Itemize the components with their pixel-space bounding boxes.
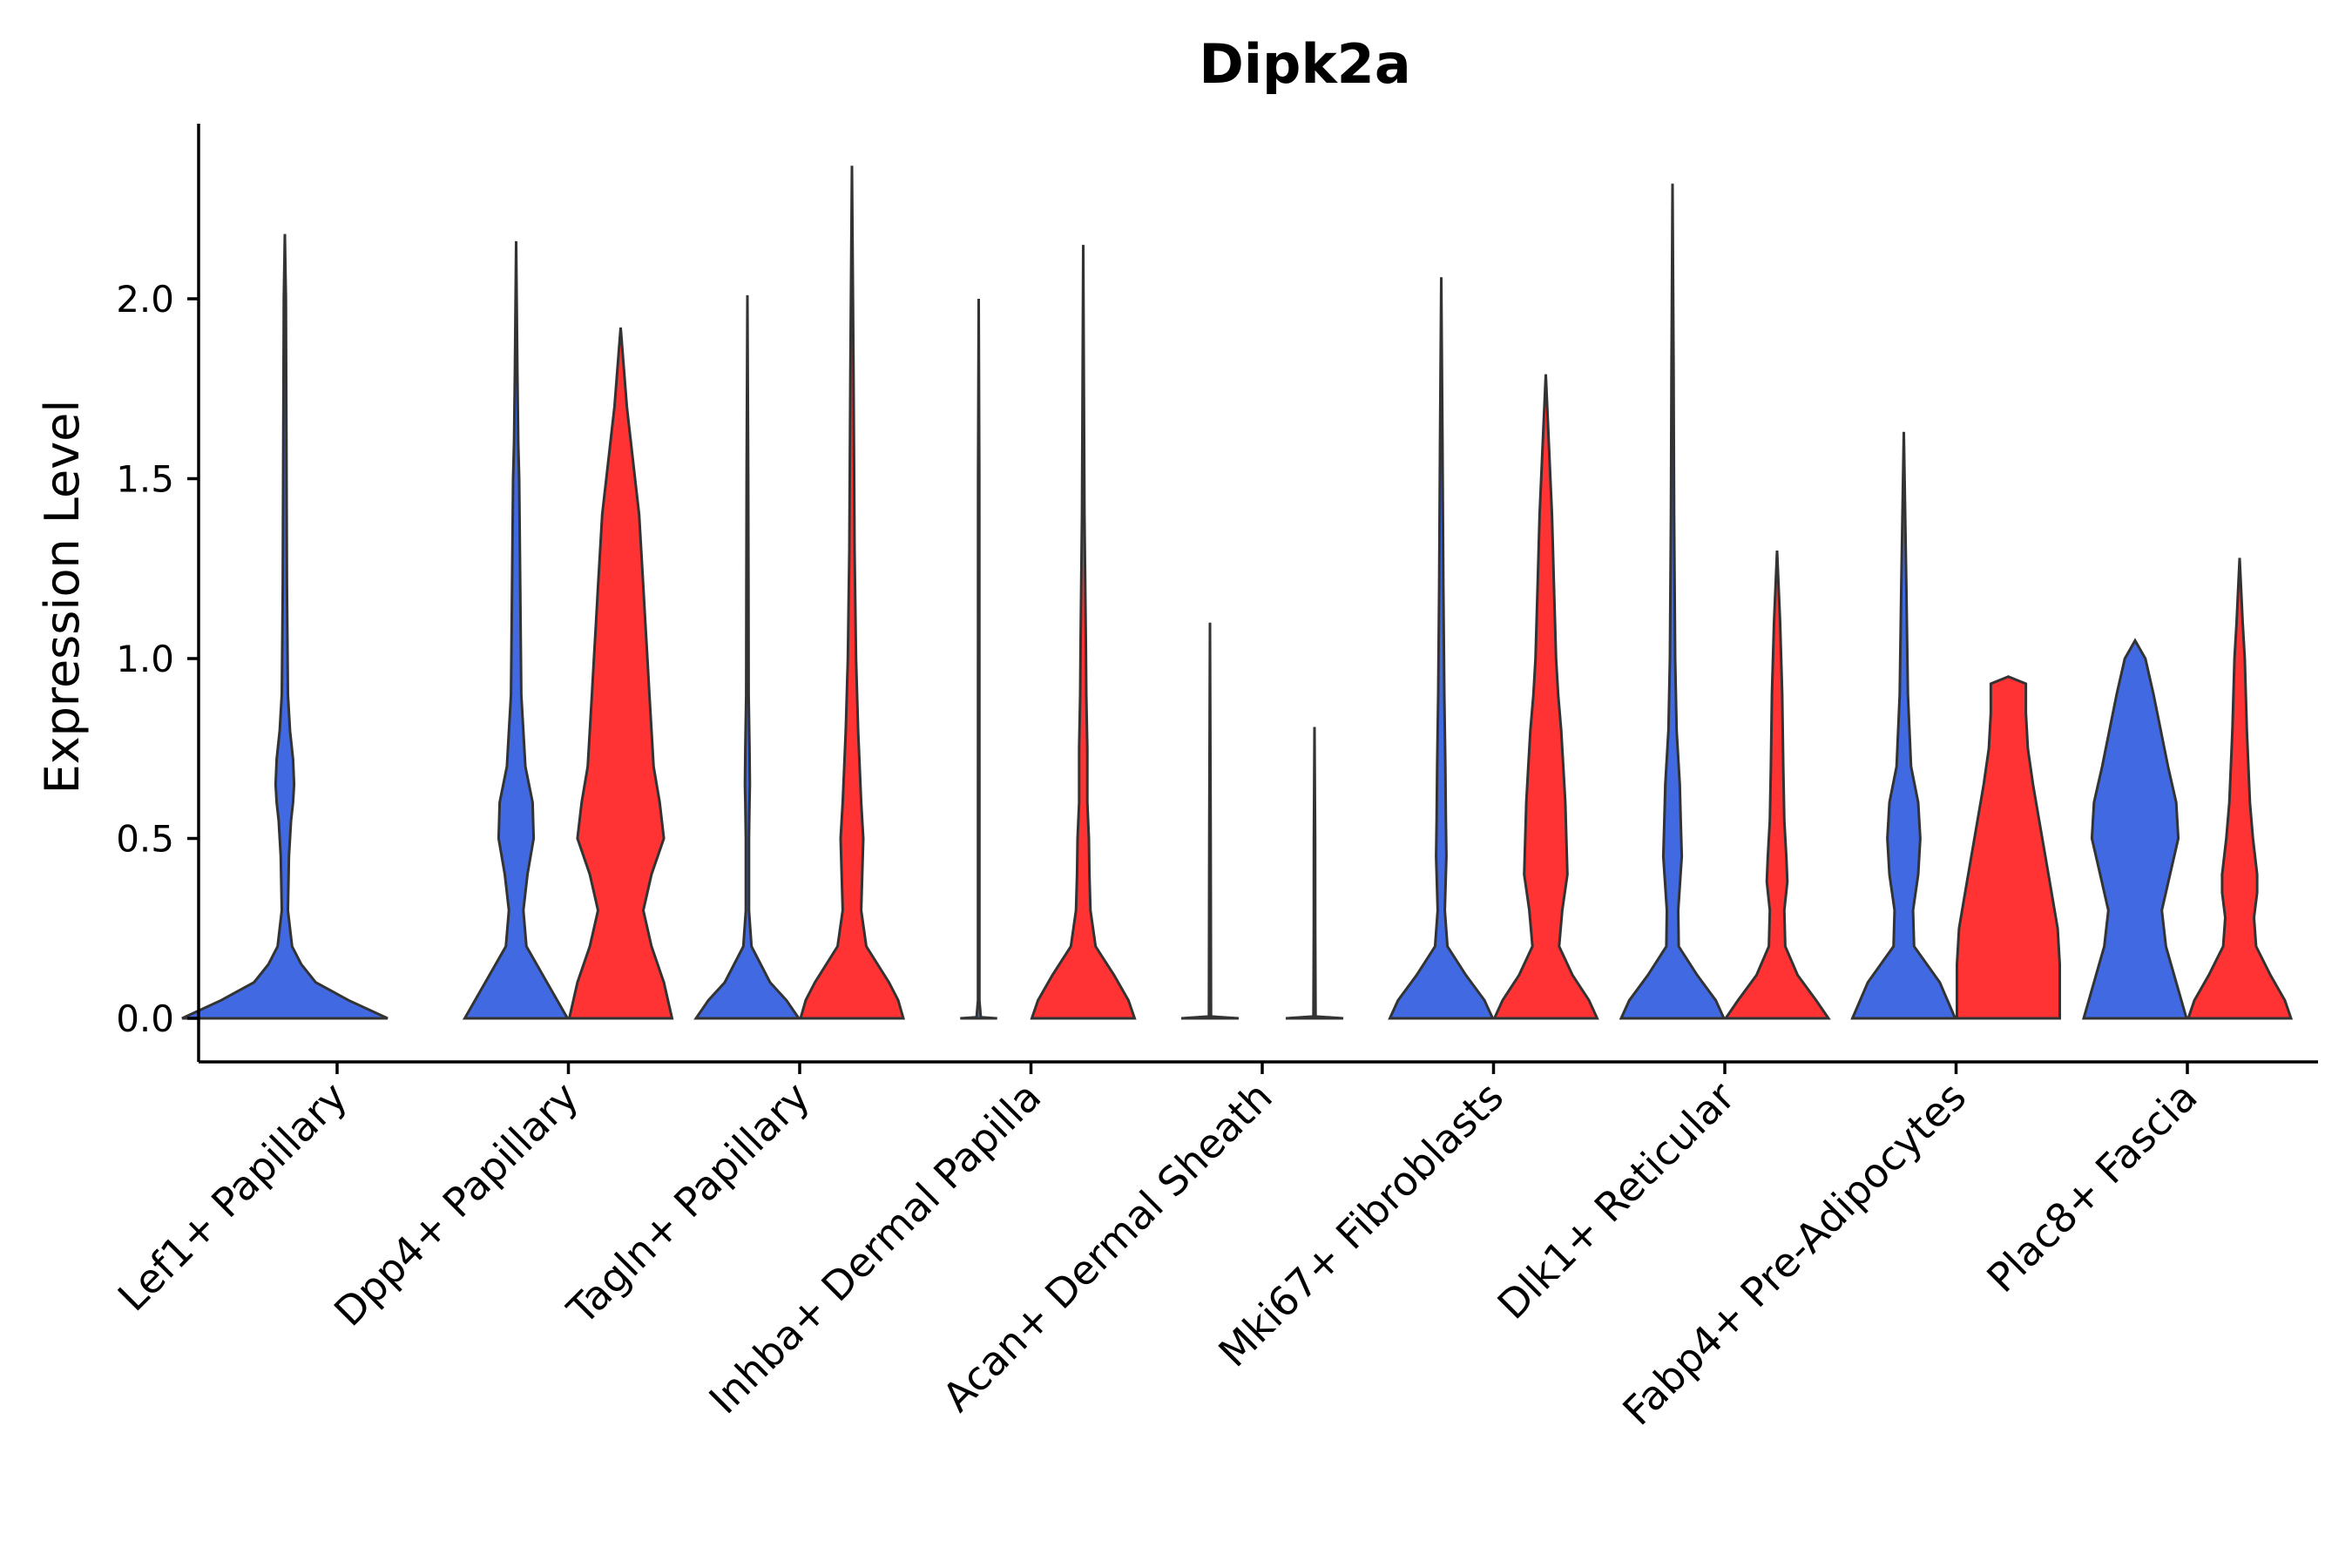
y-tick-label: 1.5: [116, 458, 174, 501]
y-ticks: 0.0 0.5 1.0 1.5 2.0: [116, 278, 199, 1040]
x-tick-label: Plac8+ Fascia: [1977, 1073, 2206, 1301]
y-tick-label: 2.0: [116, 278, 174, 321]
violin-group1-3: [693, 294, 801, 1020]
x-tick-label: Lef1+ Papillary: [109, 1073, 356, 1321]
violin-group1-2: [462, 240, 571, 1020]
y-axis-label: Expression Level: [35, 400, 90, 794]
x-tick-label: Dpp4+ Papillary: [325, 1073, 587, 1335]
violin-group2-8: [1956, 675, 2061, 1020]
violin-group1-6: [1388, 277, 1495, 1020]
axes: [197, 124, 2318, 1064]
violin-group: [181, 166, 2294, 1020]
chart-title: Dipk2a: [1199, 32, 1410, 96]
y-tick-label: 0.5: [116, 818, 174, 861]
violin-group1-9: [2082, 638, 2188, 1020]
violin-group1-8: [1850, 431, 1957, 1020]
violin-group1-4: [960, 298, 997, 1020]
violin-group2-6: [1492, 374, 1599, 1020]
violin-group2-3: [799, 166, 905, 1020]
violin-group2-5: [1285, 727, 1344, 1020]
violin-group2-4: [1030, 245, 1137, 1020]
y-tick-label: 1.0: [116, 638, 174, 680]
violin-group1-1: [181, 233, 389, 1020]
x-tick-label: Dlk1+ Reticular: [1489, 1073, 1744, 1328]
violin-group2-9: [2186, 558, 2294, 1020]
violin-group1-5: [1180, 622, 1240, 1020]
violin-group2-7: [1723, 551, 1831, 1020]
y-tick-label: 0.0: [116, 997, 174, 1040]
x-tick-label: Tagln+ Papillary: [558, 1073, 819, 1335]
violin-group2-2: [567, 327, 674, 1020]
violin-group1-7: [1619, 183, 1727, 1020]
